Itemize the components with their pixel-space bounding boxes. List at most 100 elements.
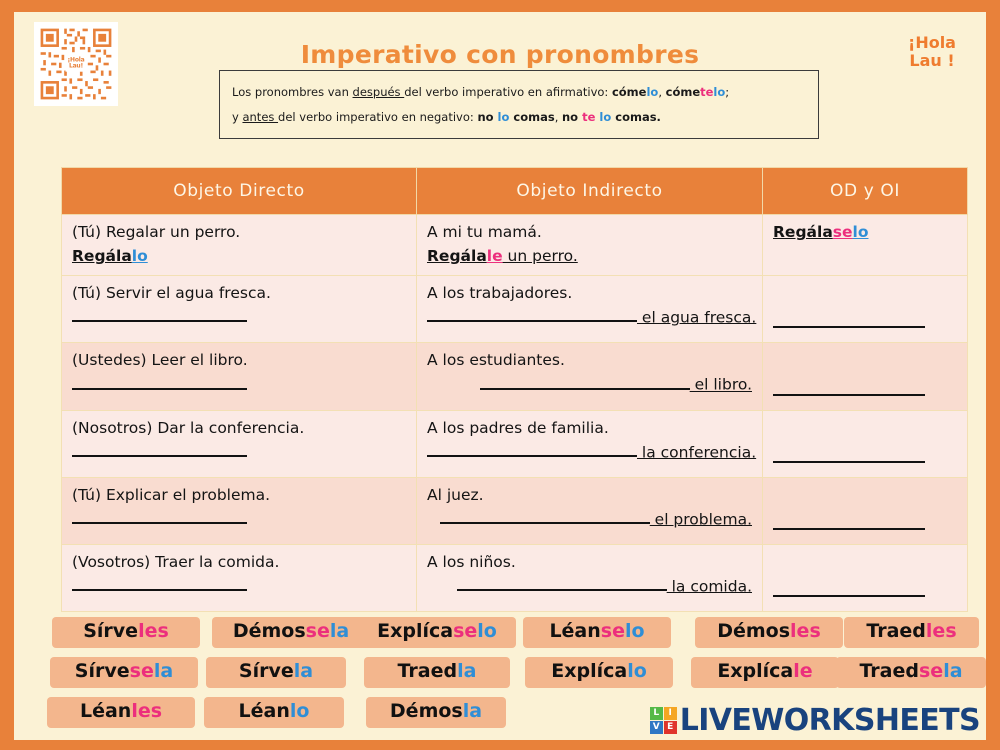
both-answer-blank[interactable]	[773, 312, 925, 329]
od-answer-blank[interactable]	[72, 306, 247, 323]
od-answer[interactable]	[72, 373, 406, 395]
od-answer-blank[interactable]	[72, 373, 247, 390]
word-bank-chip[interactable]: Démosla	[366, 697, 506, 728]
word-bank-chip[interactable]: Démosles	[695, 617, 843, 648]
chip-stem: Explíca	[377, 620, 454, 642]
oi-answer-tail: el agua fresca.	[637, 308, 757, 327]
chip-io-pronoun: se	[919, 660, 944, 682]
oi-answer[interactable]: la conferencia.	[427, 441, 756, 463]
both-answer-blank[interactable]	[773, 379, 925, 396]
instr2-neg1-do: lo	[497, 109, 510, 124]
both-answer[interactable]: Regálaselo	[773, 221, 957, 243]
word-bank-chip[interactable]: Explícale	[691, 657, 839, 688]
word-bank-chip[interactable]: Sírvela	[206, 657, 346, 688]
both-answer-blank[interactable]	[773, 447, 925, 463]
chip-do-pronoun: les	[131, 700, 163, 722]
cell-objeto-directo: (Nosotros) Dar la conferencia.	[61, 409, 417, 478]
both-answer[interactable]	[773, 349, 957, 401]
column-header-objeto-indirecto: Objeto Indirecto	[416, 167, 763, 215]
both-answer[interactable]	[773, 551, 957, 603]
chip-do-pronoun: la	[943, 660, 963, 682]
instr2-neg2-verb: comas.	[611, 109, 661, 124]
instr2-neg2-io: te	[582, 109, 596, 124]
both-answer[interactable]	[773, 417, 957, 469]
both-answer-blank[interactable]	[773, 581, 925, 598]
oi-answer[interactable]: el libro.	[427, 373, 752, 395]
chip-io-pronoun: se	[305, 620, 330, 642]
word-bank-chip[interactable]: Traedla	[364, 657, 510, 688]
instr1-part2: del verbo imperativo en afirmativo:	[404, 85, 612, 99]
od-answer-blank[interactable]	[72, 575, 247, 592]
word-bank-chip[interactable]: Traedsela	[836, 657, 986, 688]
od-answer[interactable]	[72, 508, 406, 530]
oi-answer-blank[interactable]	[456, 575, 667, 592]
cell-objeto-indirecto: A los estudiantes. el libro.	[416, 342, 763, 411]
od-answer-blank[interactable]	[72, 508, 247, 524]
oi-prompt: Al juez.	[427, 485, 484, 504]
word-bank-chip[interactable]: Léanselo	[523, 617, 671, 648]
oi-answer-blank[interactable]	[479, 373, 690, 390]
chip-do-pronoun: lo	[477, 620, 497, 642]
oi-answer[interactable]: el problema.	[427, 508, 752, 530]
word-bank-chip[interactable]: Explícalo	[525, 657, 673, 688]
word-bank-chip[interactable]: Léanlo	[204, 697, 344, 728]
instr1-underline: después	[352, 85, 405, 99]
word-bank-chip[interactable]: Explícaselo	[358, 617, 516, 648]
instr2-neg2-do: lo	[595, 109, 612, 124]
both-answer-blank[interactable]	[773, 514, 925, 530]
oi-answer[interactable]: el agua fresca.	[427, 306, 756, 328]
od-answer[interactable]: Regálalo	[72, 245, 406, 267]
chip-do-pronoun: les	[925, 620, 957, 642]
chip-stem: Sírve	[74, 660, 130, 682]
chip-do-pronoun: les	[138, 620, 169, 642]
oi-answer-tail: un perro.	[502, 247, 578, 265]
both-answer[interactable]	[773, 484, 957, 536]
oi-answer-blank[interactable]	[439, 508, 650, 524]
both-answer[interactable]	[773, 282, 957, 334]
qr-label-line2: Lau!	[68, 63, 84, 70]
od-prompt: (Tú) Regalar un perro.	[72, 223, 241, 241]
cell-od-y-oi: Regálaselo	[762, 214, 968, 276]
brand-line-1: ¡Hola	[908, 33, 956, 52]
oi-answer-blank[interactable]	[427, 306, 637, 323]
word-bank-chip[interactable]: Sírvesela	[50, 657, 198, 688]
od-answer[interactable]	[72, 441, 406, 463]
cell-objeto-indirecto: Al juez. el problema.	[416, 476, 763, 546]
chip-stem: Sírve	[83, 620, 139, 642]
od-answer[interactable]	[72, 575, 406, 597]
instr1-example1-stem: cóme	[611, 85, 647, 99]
instr1-example1-do: lo	[646, 85, 659, 99]
both-answer-do-pronoun: lo	[852, 223, 869, 241]
oi-answer[interactable]: la comida.	[427, 575, 752, 597]
qr-code-label: ¡Hola Lau!	[65, 56, 87, 72]
table-row: (Tú) Explicar el problema. Al juez. el pr…	[61, 476, 968, 546]
instr2-part1: y	[232, 109, 243, 124]
cell-objeto-directo: (Vosotros) Traer la comida.	[61, 543, 417, 613]
chip-do-pronoun: la	[457, 660, 477, 682]
logo-square-l: L	[649, 707, 663, 720]
od-answer-do-pronoun: lo	[131, 247, 148, 265]
oi-answer-tail: el libro.	[689, 375, 752, 394]
oi-answer[interactable]: Regálale un perro.	[427, 245, 752, 267]
od-answer[interactable]	[72, 306, 406, 328]
word-bank-chip[interactable]: Léanles	[47, 697, 195, 728]
qr-code-icon[interactable]: ¡Hola Lau!	[34, 22, 118, 106]
table-row: (Vosotros) Traer la comida. A los niños. …	[61, 543, 968, 613]
word-bank: Sírveles Démossela Explícaselo Léanselo Démo…	[36, 617, 986, 728]
word-bank-chip[interactable]: Démossela	[212, 617, 370, 648]
both-answer-stem: Regála	[773, 223, 833, 241]
od-answer-blank[interactable]	[72, 441, 247, 457]
word-bank-chip[interactable]: Traedles	[844, 617, 979, 648]
instr2-separator: ,	[554, 109, 562, 124]
chip-io-pronoun: se	[129, 660, 154, 682]
oi-answer-blank[interactable]	[427, 441, 637, 457]
instr2-underline: antes	[242, 109, 279, 124]
chip-do-pronoun: lo	[289, 700, 310, 722]
brand-line-2: Lau !	[909, 50, 955, 70]
oi-answer-tail: la conferencia.	[637, 442, 757, 461]
word-bank-chip[interactable]: Sírveles	[52, 617, 200, 648]
cell-objeto-directo: (Tú) Regalar un perro. Regálalo	[61, 214, 417, 276]
